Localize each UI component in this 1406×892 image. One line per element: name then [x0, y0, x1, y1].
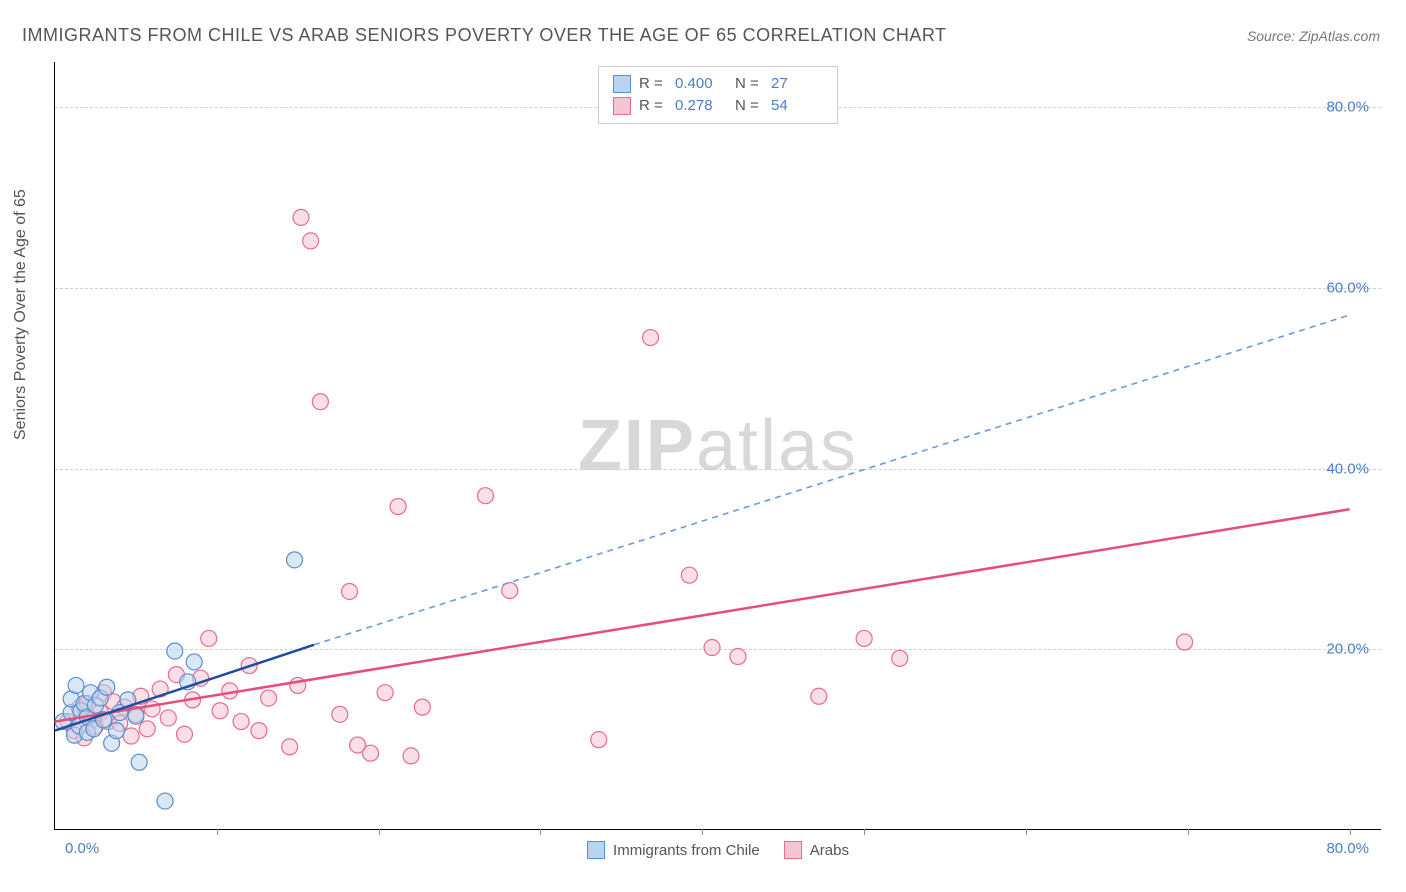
- x-tick: [864, 829, 865, 835]
- r-value-chile: 0.400: [675, 73, 727, 95]
- legend-top-row-arabs: R = 0.278 N = 54: [613, 95, 823, 117]
- scatter-point-arabs: [377, 685, 393, 701]
- legend-swatch-arabs-icon: [784, 841, 802, 859]
- r-label: R =: [639, 73, 667, 95]
- n-label: N =: [735, 73, 763, 95]
- scatter-point-arabs: [303, 233, 319, 249]
- legend-swatch-chile-icon: [587, 841, 605, 859]
- scatter-point-arabs: [293, 209, 309, 225]
- x-tick: [217, 829, 218, 835]
- scatter-point-chile: [108, 723, 124, 739]
- scatter-point-arabs: [811, 688, 827, 704]
- scatter-point-arabs: [139, 721, 155, 737]
- scatter-point-arabs: [363, 745, 379, 761]
- scatter-point-arabs: [282, 739, 298, 755]
- x-tick: [1350, 829, 1351, 835]
- scatter-point-arabs: [332, 706, 348, 722]
- scatter-point-arabs: [591, 732, 607, 748]
- scatter-point-arabs: [403, 748, 419, 764]
- scatter-point-arabs: [212, 703, 228, 719]
- regression-line: [55, 509, 1350, 721]
- x-tick: [540, 829, 541, 835]
- scatter-point-arabs: [477, 488, 493, 504]
- x-tick: [702, 829, 703, 835]
- scatter-point-arabs: [730, 649, 746, 665]
- scatter-point-arabs: [390, 499, 406, 515]
- legend-swatch-arabs: [613, 97, 631, 115]
- x-tick: [1188, 829, 1189, 835]
- scatter-point-arabs: [176, 726, 192, 742]
- x-max-label: 80.0%: [1326, 840, 1369, 857]
- scatter-point-arabs: [312, 394, 328, 410]
- x-origin-label: 0.0%: [65, 840, 99, 857]
- r-value-arabs: 0.278: [675, 95, 727, 117]
- legend-top: R = 0.400 N = 27 R = 0.278 N = 54: [598, 66, 838, 124]
- scatter-point-chile: [167, 643, 183, 659]
- chart-title: IMMIGRANTS FROM CHILE VS ARAB SENIORS PO…: [22, 25, 947, 46]
- legend-label-chile: Immigrants from Chile: [613, 842, 760, 859]
- scatter-point-arabs: [414, 699, 430, 715]
- legend-label-arabs: Arabs: [810, 842, 849, 859]
- y-axis-label: Seniors Poverty Over the Age of 65: [12, 189, 30, 440]
- n-value-arabs: 54: [771, 95, 823, 117]
- scatter-point-chile: [131, 754, 147, 770]
- scatter-point-arabs: [342, 583, 358, 599]
- r-label: R =: [639, 95, 667, 117]
- scatter-point-arabs: [201, 630, 217, 646]
- scatter-point-chile: [68, 677, 84, 693]
- scatter-point-arabs: [160, 710, 176, 726]
- plot-area: ZIPatlas 20.0%40.0%60.0%80.0% R = 0.400 …: [54, 62, 1381, 830]
- scatter-point-arabs: [681, 567, 697, 583]
- scatter-point-arabs: [233, 714, 249, 730]
- scatter-point-arabs: [643, 330, 659, 346]
- legend-bottom: Immigrants from Chile Arabs: [587, 841, 849, 859]
- x-tick: [379, 829, 380, 835]
- scatter-point-arabs: [144, 701, 160, 717]
- scatter-point-chile: [99, 679, 115, 695]
- scatter-point-arabs: [123, 728, 139, 744]
- scatter-point-arabs: [1177, 634, 1193, 650]
- legend-top-row-chile: R = 0.400 N = 27: [613, 73, 823, 95]
- legend-bottom-chile: Immigrants from Chile: [587, 841, 760, 859]
- scatter-point-arabs: [251, 723, 267, 739]
- scatter-point-chile: [128, 708, 144, 724]
- scatter-point-arabs: [856, 630, 872, 646]
- plot-svg: [55, 62, 1381, 829]
- scatter-point-arabs: [261, 690, 277, 706]
- scatter-point-arabs: [892, 650, 908, 666]
- legend-swatch-chile: [613, 75, 631, 93]
- legend-bottom-arabs: Arabs: [784, 841, 849, 859]
- scatter-point-chile: [157, 793, 173, 809]
- source-attribution: Source: ZipAtlas.com: [1247, 28, 1380, 44]
- scatter-point-chile: [186, 654, 202, 670]
- x-tick: [1026, 829, 1027, 835]
- n-label: N =: [735, 95, 763, 117]
- chart-container: IMMIGRANTS FROM CHILE VS ARAB SENIORS PO…: [0, 0, 1406, 892]
- n-value-chile: 27: [771, 73, 823, 95]
- scatter-point-arabs: [704, 639, 720, 655]
- scatter-point-chile: [287, 552, 303, 568]
